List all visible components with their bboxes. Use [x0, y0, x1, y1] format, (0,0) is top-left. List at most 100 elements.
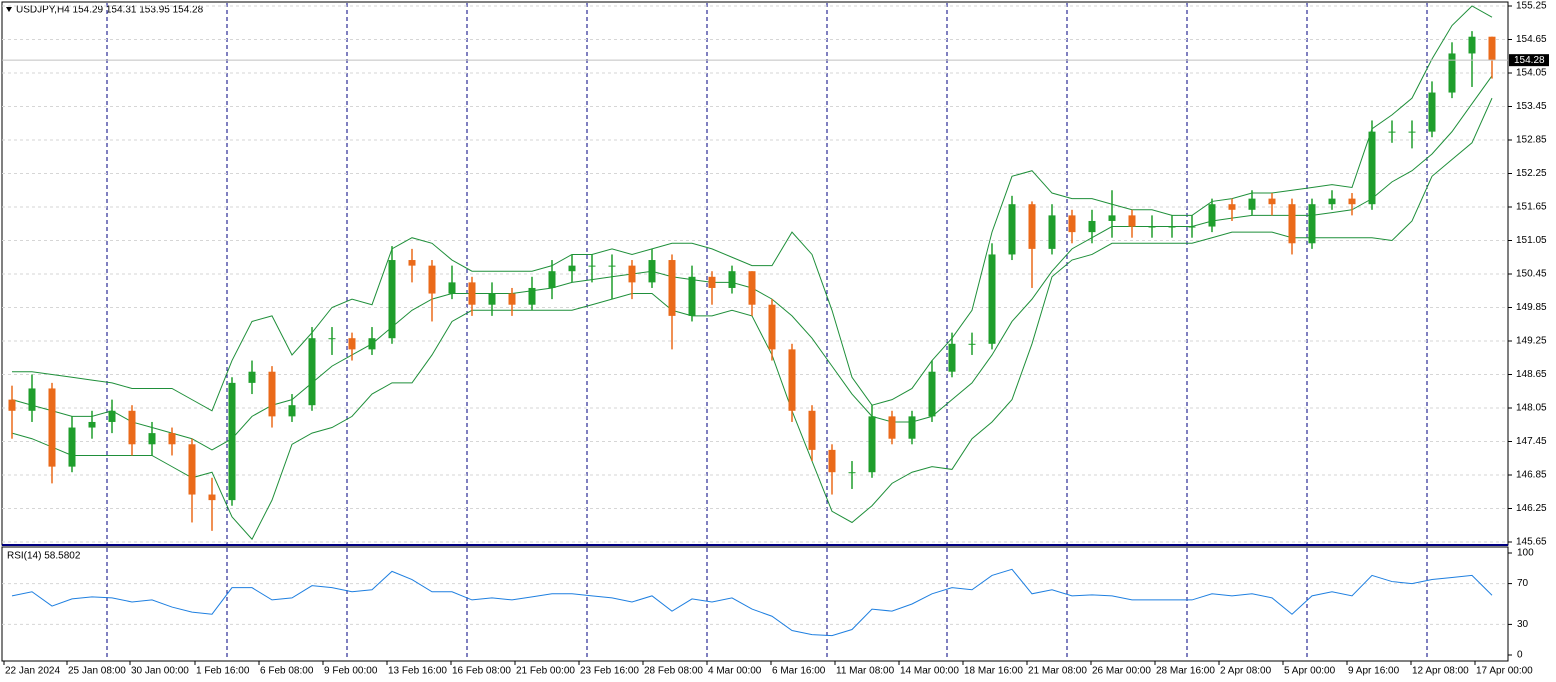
x-tick-label: 30 Jan 00:00 — [131, 666, 189, 677]
candle-body — [1428, 92, 1436, 132]
x-tick-label: 9 Feb 00:00 — [324, 666, 378, 677]
x-tick-label: 2 Apr 08:00 — [1220, 666, 1272, 677]
candle-body — [448, 282, 456, 294]
y-tick-label: 146.25 — [1516, 503, 1547, 514]
last-price-box — [1509, 54, 1549, 67]
y-tick-label: 150.45 — [1516, 269, 1547, 280]
y-tick-label: 152.85 — [1516, 135, 1547, 146]
candle-body — [88, 421, 96, 428]
y-tick-label: 149.25 — [1516, 336, 1547, 347]
candle-body — [488, 293, 496, 305]
candle-body — [148, 433, 156, 445]
candle-body — [8, 399, 16, 411]
candle-body — [1448, 53, 1456, 93]
x-tick-label: 12 Apr 08:00 — [1412, 666, 1469, 677]
candle-body — [628, 265, 636, 283]
rsi-tick-label: 30 — [1517, 619, 1529, 630]
candle-body — [1308, 204, 1316, 244]
candle-body — [688, 276, 696, 316]
y-tick-label: 147.45 — [1516, 436, 1547, 447]
y-tick-label: 153.45 — [1516, 101, 1547, 112]
x-tick-label: 11 Mar 08:00 — [836, 666, 895, 677]
rsi-tick-label: 70 — [1517, 578, 1529, 589]
candle-body — [1208, 204, 1216, 227]
candle-body — [708, 276, 716, 288]
candle-body — [28, 388, 36, 411]
candle-body — [808, 410, 816, 450]
candle-body — [1148, 226, 1156, 228]
candle-body — [1408, 131, 1416, 133]
y-tick-label: 146.85 — [1516, 470, 1547, 481]
candle-body — [1488, 36, 1496, 61]
x-tick-label: 21 Mar 08:00 — [1028, 666, 1087, 677]
y-tick-label: 151.05 — [1516, 235, 1547, 246]
candle-body — [1168, 226, 1176, 228]
candle-body — [868, 416, 876, 473]
candle-body — [1268, 198, 1276, 205]
candle-body — [1008, 204, 1016, 255]
x-tick-label: 17 Apr 00:00 — [1476, 666, 1533, 677]
y-tick-label: 154.65 — [1516, 34, 1547, 45]
candle-body — [848, 472, 856, 474]
x-tick-label: 14 Mar 00:00 — [900, 666, 959, 677]
symbol-menu-icon[interactable] — [6, 7, 12, 12]
x-tick-label: 4 Mar 00:00 — [708, 666, 762, 677]
candle-body — [1128, 215, 1136, 227]
x-tick-label: 13 Feb 16:00 — [388, 666, 447, 677]
candle-body — [968, 343, 976, 345]
candle-body — [1328, 198, 1336, 205]
candle-body — [748, 271, 756, 305]
candle-body — [588, 265, 596, 267]
candle-body — [208, 494, 216, 501]
candle-body — [888, 416, 896, 439]
candle-body — [108, 410, 116, 422]
candle-body — [168, 433, 176, 445]
candle-body — [568, 265, 576, 272]
x-tick-label: 18 Mar 16:00 — [964, 666, 1023, 677]
candle-body — [1248, 198, 1256, 210]
y-tick-label: 149.85 — [1516, 302, 1547, 313]
candle-body — [248, 371, 256, 383]
x-tick-label: 28 Feb 08:00 — [644, 666, 703, 677]
candle-body — [668, 260, 676, 316]
candle-body — [368, 338, 376, 350]
candle-body — [1188, 226, 1196, 228]
rsi-tick-label: 100 — [1517, 548, 1534, 559]
candle-body — [268, 371, 276, 417]
x-tick-label: 16 Feb 08:00 — [452, 666, 511, 677]
candle-body — [408, 260, 416, 266]
x-tick-label: 9 Apr 16:00 — [1348, 666, 1400, 677]
candle-body — [928, 371, 936, 417]
candle-body — [348, 338, 356, 350]
rsi-line — [11, 568, 1493, 637]
x-tick-label: 26 Mar 00:00 — [1092, 666, 1151, 677]
candle-body — [508, 293, 516, 305]
candle-body — [1368, 131, 1376, 205]
x-tick-label: 6 Feb 08:00 — [260, 666, 314, 677]
candle-body — [288, 405, 296, 417]
candle-body — [1088, 220, 1096, 233]
candle-body — [1288, 204, 1296, 244]
y-tick-label: 148.65 — [1516, 369, 1547, 380]
candle-body — [1048, 215, 1056, 249]
y-tick-label: 151.65 — [1516, 202, 1547, 213]
y-tick-label: 155.25 — [1516, 1, 1547, 12]
x-tick-label: 21 Feb 00:00 — [516, 666, 575, 677]
x-tick-label: 5 Apr 00:00 — [1284, 666, 1336, 677]
candle-body — [428, 265, 436, 294]
last-price-label: 154.28 — [1514, 55, 1545, 66]
candle-body — [1108, 215, 1116, 221]
candle-body — [128, 410, 136, 445]
candle-body — [228, 382, 236, 501]
candle-body — [1468, 36, 1476, 54]
candle-body — [828, 449, 836, 473]
x-tick-label: 23 Feb 16:00 — [580, 666, 639, 677]
candle-body — [388, 260, 396, 339]
candle-body — [1028, 204, 1036, 249]
candle-body — [1348, 198, 1356, 205]
y-tick-label: 145.65 — [1516, 537, 1547, 548]
candle-body — [788, 349, 796, 411]
candle-body — [468, 282, 476, 305]
candle-body — [608, 265, 616, 267]
candle-body — [528, 287, 536, 305]
